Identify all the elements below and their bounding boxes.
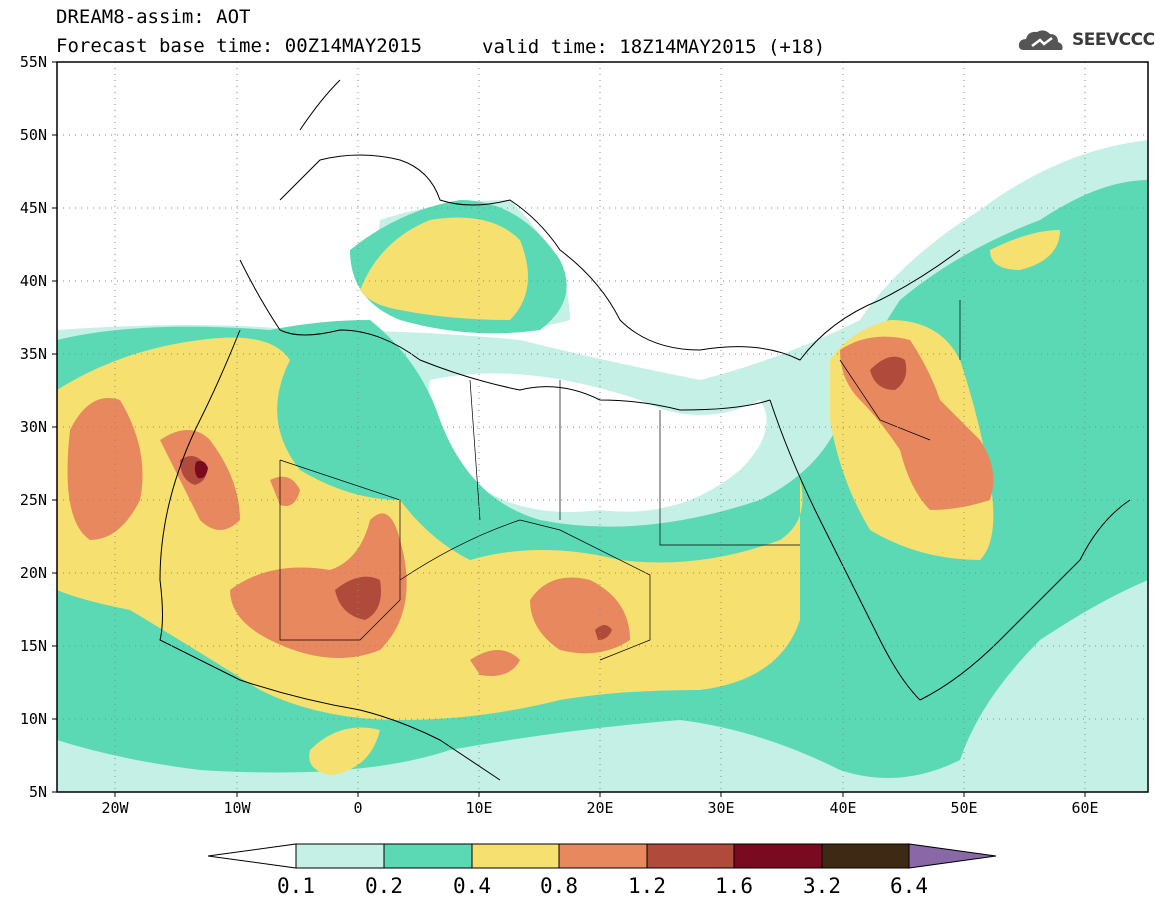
lon-label: 30E [707,799,734,817]
lon-label: 20E [586,799,613,817]
aot-level-1.2 [180,356,907,640]
colorbar-label: 1.6 [715,874,753,898]
colorbar-label: 0.1 [277,874,315,898]
colorbar-box [383,843,473,869]
lat-label: 30N [20,418,47,436]
lat-label: 25N [20,491,47,509]
colorbar-over-arrow [908,843,997,869]
colorbar-label: 6.4 [890,874,928,898]
axis-ticks [52,61,1086,797]
colorbar-label: 0.4 [453,874,491,898]
colorbar-label: 0.8 [540,874,578,898]
colorbar-box [646,843,735,869]
colorbar-label: 1.2 [628,874,666,898]
coastlines [159,79,1131,781]
lat-label: 40N [20,272,47,290]
lat-label: 10N [20,710,47,728]
lat-label: 45N [20,199,47,217]
colorbar-box [821,843,910,869]
lon-label: 10W [223,799,251,817]
colorbar-label: 3.2 [803,874,841,898]
lon-label: 60E [1071,799,1098,817]
chart-title: DREAM8-assim: AOT [56,6,251,28]
lon-label: 50E [950,799,977,817]
aot-level-1.6 [194,460,208,479]
lon-label: 0 [353,799,362,817]
colorbar-box [295,843,385,869]
colorbar-label: 0.2 [365,874,403,898]
colorbar-under-arrow [207,843,297,869]
lat-label: 5N [29,783,47,801]
cloud-logo-icon [1018,30,1063,50]
valid-time: valid time: 18Z14MAY2015 (+18) [482,36,826,58]
colorbar-box [733,843,823,869]
lat-label: 50N [20,126,47,144]
logo-text: SEEVCCC [1072,30,1155,50]
country-borders [279,300,961,661]
colorbar-box [558,843,648,869]
colorbar-box [471,843,560,869]
lon-label: 40E [829,799,856,817]
lon-label: 20W [101,799,129,817]
lat-label: 55N [20,53,47,71]
lat-label: 35N [20,345,47,363]
forecast-base-time: Forecast base time: 00Z14MAY2015 [56,35,423,57]
lat-label: 15N [20,637,47,655]
lat-label: 20N [20,564,47,582]
lon-label: 10E [465,799,492,817]
